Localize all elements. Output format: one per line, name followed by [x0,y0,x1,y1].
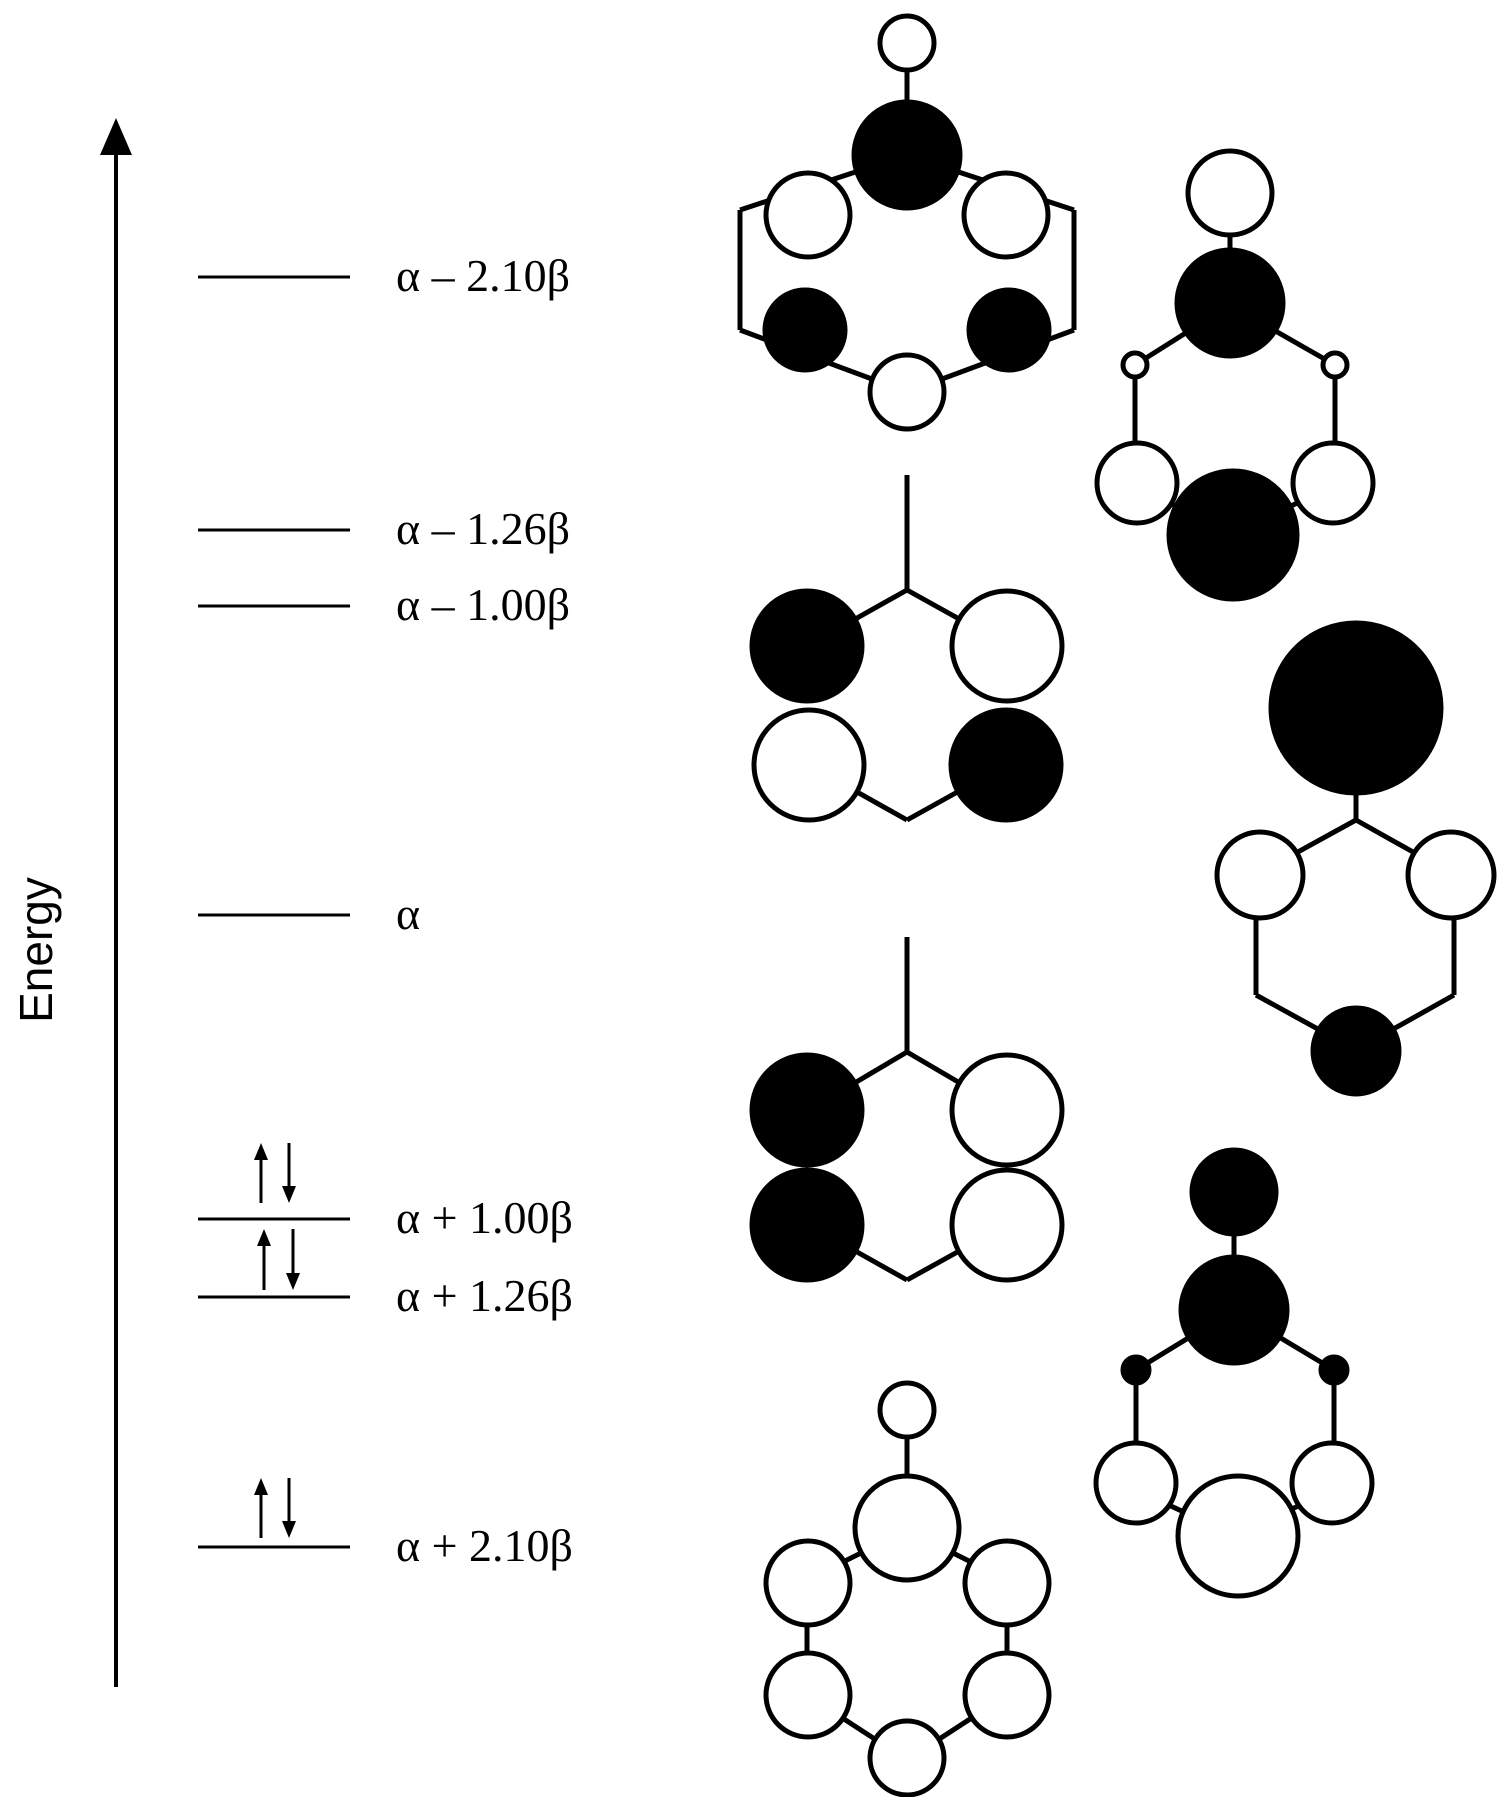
level-a-minus-1.26: α – 1.26β [198,503,570,554]
orbital-lobe-filled [1268,620,1444,796]
spin-up-arrow-icon [254,1478,268,1495]
orbital-lobe-open [852,1473,962,1583]
axis-arrow-icon [100,118,132,155]
orbital-lobe-filled [1120,1354,1152,1386]
orbital-lobe-open [763,1538,853,1628]
orbital-lobe-filled [1178,1254,1290,1366]
level-a-plus-1.00: α + 1.00β [198,1192,573,1243]
orbital-lobe-open [1093,1440,1179,1526]
orbital-lobe-open [1185,148,1275,238]
orbital-lobe-filled [966,287,1052,373]
level-label: α – 1.00β [396,579,570,630]
orbital-lobe-open [1214,829,1306,921]
orbital-lobe-open [1405,829,1497,921]
orbital-lobe-open [867,1718,947,1797]
orbital-diagram-a [1214,620,1497,1097]
spin-up-arrow-icon [254,1143,268,1160]
orbital-lobe-open [949,1052,1065,1168]
orbital-lobe-filled [762,287,848,373]
level-a: α [198,888,420,939]
electron-pairs [254,1143,300,1538]
orbital-lobe-filled [1310,1005,1402,1097]
electron-pair-a-plus-2.10 [254,1478,296,1538]
orbital-lobe-open [1320,350,1350,380]
level-label: α + 1.26β [396,1270,573,1321]
orbital-lobe-filled [1166,468,1300,602]
energy-levels: α – 2.10β α – 1.26β α – 1.00β α α + 1.00… [198,250,573,1571]
electron-pair-a-plus-1.00 [254,1143,296,1203]
orbital-diagram-a-plus-1.26 [1093,1147,1375,1599]
orbital-lobe-open [751,707,867,823]
orbital-lobe-open [961,170,1051,260]
orbital-lobe-filled [948,707,1064,823]
orbital-lobe-filled [749,1167,865,1283]
level-a-minus-2.10: α – 2.10β [198,250,570,301]
orbital-diagram-a-plus-1.00 [749,937,1065,1283]
axis-label: Energy [10,877,62,1023]
orbital-lobe-open [1289,1440,1375,1526]
spin-down-arrow-icon [286,1273,300,1290]
orbital-lobe-filled [749,588,865,704]
orbital-lobe-open [949,588,1065,704]
orbital-lobe-open [962,1650,1052,1740]
orbital-lobe-open [867,352,947,432]
electron-pair-a-plus-1.26 [257,1229,300,1290]
orbital-lobe-filled [851,99,963,211]
orbital-lobe-open [1120,350,1150,380]
orbital-lobe-open [877,13,937,73]
energy-axis: Energy [10,118,132,1687]
orbital-diagram-a-plus-2.10 [763,1380,1052,1797]
orbital-lobe-filled [1318,1354,1350,1386]
orbital-lobe-filled [1174,247,1286,359]
spin-up-arrow-icon [257,1229,271,1246]
level-a-minus-1.00: α – 1.00β [198,579,570,630]
level-a-plus-1.26: α + 1.26β [198,1270,573,1321]
spin-down-arrow-icon [282,1521,296,1538]
orbital-lobe-filled [749,1052,865,1168]
level-a-plus-2.10: α + 2.10β [198,1520,573,1571]
orbital-lobe-open [962,1538,1052,1628]
level-label: α – 1.26β [396,503,570,554]
orbital-lobe-open [1290,440,1376,526]
orbital-lobe-open [1094,440,1180,526]
orbital-lobe-open [877,1380,937,1440]
orbital-lobe-open [1175,1473,1301,1599]
spin-down-arrow-icon [282,1186,296,1203]
orbital-lobe-open [763,170,853,260]
level-label: α + 1.00β [396,1192,573,1243]
orbital-lobe-filled [1189,1147,1279,1237]
orbital-diagram-a-minus-2.10 [737,13,1077,432]
level-label: α – 2.10β [396,250,570,301]
level-label: α + 2.10β [396,1520,573,1571]
orbital-lobe-open [949,1167,1065,1283]
level-label: α [396,888,420,939]
orbital-diagram-a-minus-1.26 [1094,148,1376,602]
orbital-diagram-a-minus-1.00 [749,475,1065,823]
orbital-lobe-open [763,1650,853,1740]
